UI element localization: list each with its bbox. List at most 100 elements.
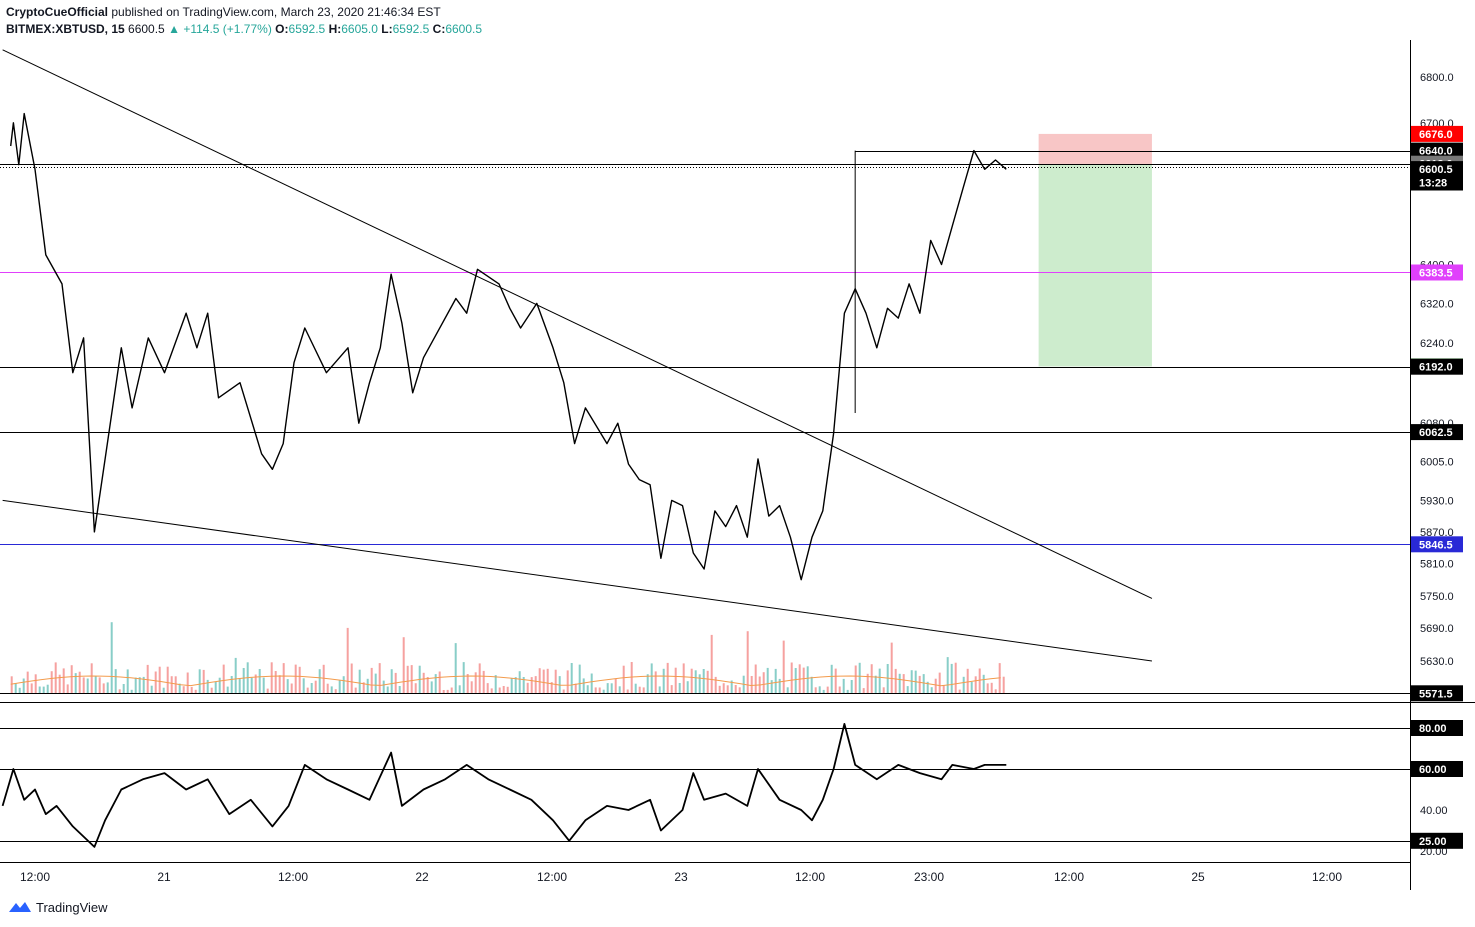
volume-bar [734, 685, 737, 694]
volume-bar [738, 687, 741, 694]
volume-bar [754, 664, 757, 694]
price-tick-label: 6240.0 [1420, 338, 1454, 350]
volume-bar [546, 668, 549, 694]
volume-bar [130, 689, 133, 694]
volume-bar [378, 663, 381, 694]
volume-bar [890, 642, 893, 694]
open-value: 6592.5 [288, 22, 326, 36]
volume-bar [214, 681, 217, 694]
volume-bar [490, 688, 493, 694]
price-label-box [1411, 536, 1463, 553]
volume-bar [906, 686, 909, 694]
volume-bar [742, 675, 745, 694]
volume-bar [694, 670, 697, 694]
volume-bar [366, 678, 369, 694]
volume-bar [850, 680, 853, 694]
time-tick-label: 23 [674, 870, 688, 884]
upper-trendline [2, 49, 1153, 599]
volume-bar [382, 680, 385, 694]
volume-bar [770, 680, 773, 694]
volume-bar [966, 668, 969, 694]
volume-bar [714, 676, 717, 694]
volume-bar [442, 690, 445, 694]
volume-bar [74, 673, 77, 694]
open-label: O: [275, 22, 289, 36]
price-label-box [1411, 142, 1463, 159]
volume-bar [842, 678, 845, 694]
volume-bar [698, 674, 701, 694]
volume-bar [630, 662, 633, 694]
price-label-countdown: 13:28 [1419, 178, 1447, 190]
volume-bar [554, 669, 557, 694]
volume-bar [638, 686, 641, 694]
price-tick-label: 6700.0 [1420, 118, 1454, 130]
volume-bar [646, 674, 649, 694]
high-label: H: [328, 22, 342, 36]
volume-bar [950, 663, 953, 694]
price-label-box [1411, 685, 1463, 702]
volume-bar [402, 637, 405, 694]
volume-bar [386, 686, 389, 694]
volume-bar [38, 686, 41, 694]
price-label-close-price: 6600.5 [1419, 164, 1453, 176]
volume-bar [510, 678, 513, 694]
volume-bar [126, 669, 129, 694]
price-label-bottom-level: 5571.5 [1419, 688, 1453, 700]
volume-bar [730, 680, 733, 694]
volume-bar [254, 674, 257, 694]
price-series [10, 112, 1007, 581]
volume-bar [70, 665, 73, 694]
volume-bar [286, 679, 289, 694]
volume-bar [334, 689, 337, 694]
volume-bar [518, 671, 521, 694]
volume-bar [582, 678, 585, 694]
price-label-box [1411, 161, 1463, 178]
volume-bar [122, 684, 125, 694]
price-label-box [1411, 358, 1463, 375]
volume-bar [982, 674, 985, 694]
volume-bar [898, 673, 901, 694]
price-tick-label: 5870.0 [1420, 527, 1454, 539]
high-value: 6605.0 [341, 22, 378, 36]
volume-bar [322, 664, 325, 694]
volume-bar [306, 687, 309, 694]
rsi-label-box [1411, 761, 1463, 777]
author-name[interactable]: CryptoCueOfficial [6, 5, 109, 19]
volume-bar [958, 689, 961, 694]
volume-bar [110, 622, 113, 694]
volume-bar [766, 667, 769, 694]
volume-bar [590, 673, 593, 694]
volume-bar [894, 668, 897, 694]
volume-bar [934, 678, 937, 694]
volume-bar [522, 677, 525, 694]
price-label-level-6640: 6640.0 [1419, 146, 1453, 158]
volume-bar [314, 680, 317, 694]
volume-bar [446, 689, 449, 694]
volume-bar [46, 684, 49, 694]
volume-bar [998, 663, 1001, 694]
close-label: C: [432, 22, 446, 36]
volume-bar [854, 665, 857, 694]
volume-bar [170, 676, 173, 694]
volume-bar [138, 677, 141, 694]
time-tick-label: 12:00 [795, 870, 825, 884]
volume-bar [978, 668, 981, 694]
volume-bar [858, 662, 861, 694]
rsi-label: 80.00 [1419, 723, 1447, 735]
volume-bar [350, 663, 353, 694]
volume-bar [338, 680, 341, 694]
take-profit-zone [1038, 163, 1152, 367]
volume-bar [498, 687, 501, 694]
volume-bar [802, 667, 805, 694]
symbol-label[interactable]: BITMEX:XBTUSD, 15 [6, 22, 125, 36]
volume-bar [914, 670, 917, 694]
tradingview-logo-icon [9, 902, 31, 912]
volume-bar [182, 686, 185, 694]
volume-bar [298, 666, 301, 694]
footer-brand[interactable]: TradingView [36, 899, 108, 915]
volume-bar [926, 681, 929, 694]
volume-bar [674, 667, 677, 694]
volume-bar [594, 687, 597, 694]
volume-bar [506, 686, 509, 694]
